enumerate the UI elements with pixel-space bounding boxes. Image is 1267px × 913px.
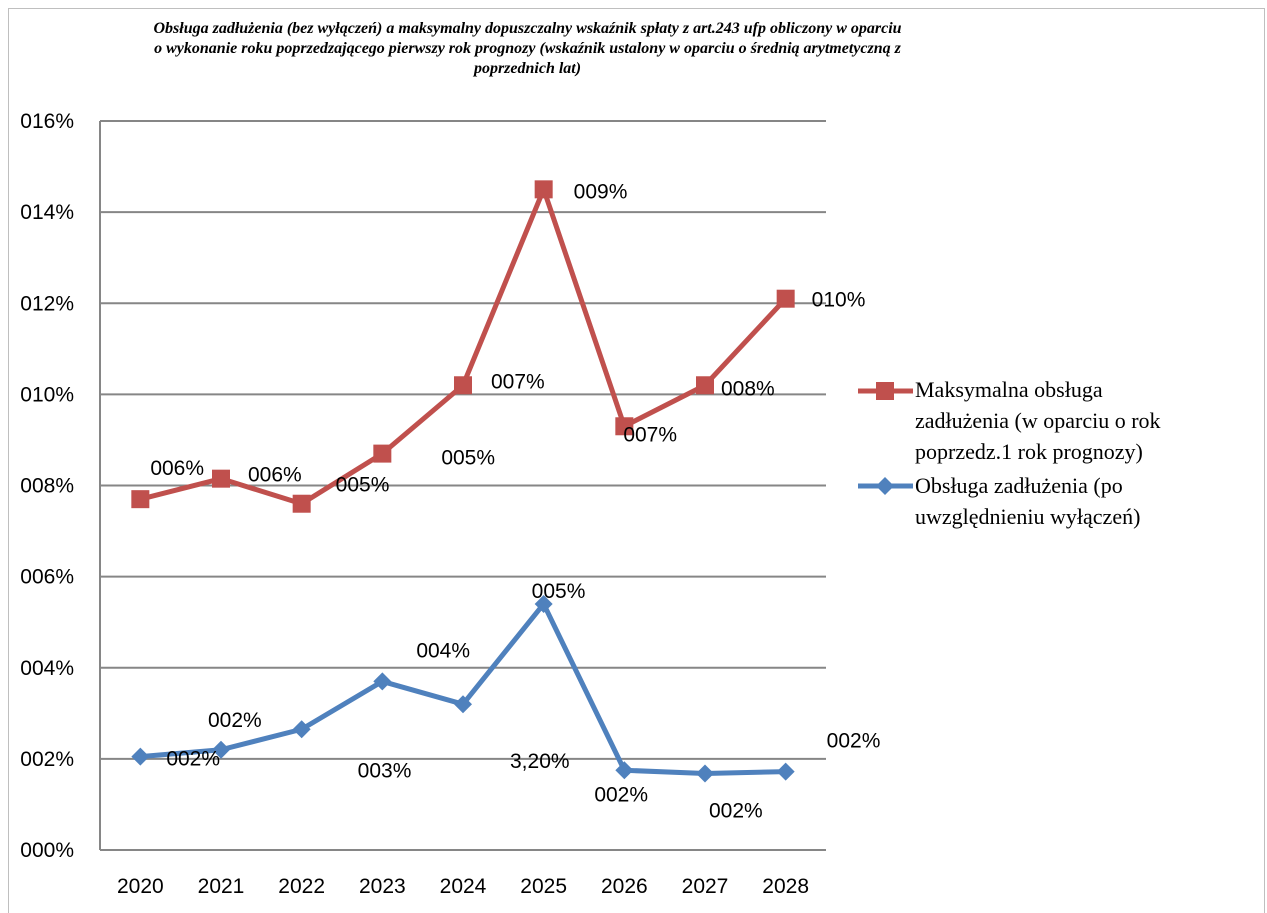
x-tick-label: 2025 <box>520 875 567 898</box>
data-point <box>615 761 634 780</box>
legend-line: poprzedz.1 rok prognozy) <box>915 439 1143 464</box>
data-label: 002% <box>594 783 648 806</box>
data-label: 002% <box>166 748 220 771</box>
data-point <box>776 762 795 781</box>
x-tick-label: 2027 <box>682 875 729 898</box>
y-tick-label: 010% <box>20 383 74 406</box>
data-label: 002% <box>827 730 881 753</box>
data-point <box>696 376 714 395</box>
data-point <box>696 764 714 783</box>
legend-marker <box>876 477 894 495</box>
y-tick-label: 006% <box>20 566 74 589</box>
legend-marker <box>876 382 894 400</box>
data-label: 005% <box>441 447 495 470</box>
chart-frame <box>8 8 1265 913</box>
data-point <box>292 720 311 739</box>
data-point <box>373 672 392 691</box>
data-label: 007% <box>491 370 545 393</box>
x-tick-label: 2023 <box>359 875 406 898</box>
y-tick-label: 014% <box>20 201 74 224</box>
chart-title-line-2: o wykonanie roku poprzedzającego pierwsz… <box>154 40 901 57</box>
data-label: 010% <box>812 289 866 312</box>
legend-entry-max-debt-service: Maksymalna obsługa zadłużenia (w oparciu… <box>915 374 1161 467</box>
x-tick-label: 2022 <box>278 875 325 898</box>
series-line <box>140 601 786 776</box>
data-label: 003% <box>358 759 412 782</box>
data-point <box>292 494 311 513</box>
chart-title-line-3: poprzednich lat) <box>473 60 582 77</box>
legend-line: Maksymalna obsługa <box>915 377 1103 402</box>
data-label: 005% <box>532 580 586 603</box>
chart-title-line-1: Obsługa zadłużenia (bez wyłączeń) a maks… <box>153 20 902 37</box>
data-label: 002% <box>208 709 262 732</box>
y-tick-label: 008% <box>20 475 74 498</box>
x-tick-label: 2026 <box>601 875 648 898</box>
legend-entry-debt-service: Obsługa zadłużenia (po uwzględnieniu wył… <box>915 470 1140 532</box>
x-tick-label: 2028 <box>762 875 809 898</box>
y-tick-label: 002% <box>20 748 74 771</box>
data-label: 002% <box>709 799 763 822</box>
data-point <box>212 740 230 759</box>
data-label: 007% <box>623 423 677 446</box>
legend-line: zadłużenia (w oparciu o rok <box>915 408 1161 433</box>
data-label: 006% <box>150 457 204 480</box>
data-point <box>454 695 472 714</box>
y-tick-label: 016% <box>20 110 74 133</box>
data-point <box>534 180 553 199</box>
x-tick-label: 2020 <box>117 875 164 898</box>
data-label: 3,20% <box>510 750 570 773</box>
data-label: 006% <box>248 464 302 487</box>
data-point <box>534 594 553 613</box>
y-tick-label: 000% <box>20 839 74 862</box>
data-point <box>131 490 150 509</box>
y-tick-label: 012% <box>20 292 74 315</box>
data-point <box>373 444 392 463</box>
data-point <box>131 747 150 766</box>
data-label: 004% <box>416 639 470 662</box>
x-tick-label: 2024 <box>440 875 487 898</box>
data-label: 009% <box>574 180 628 203</box>
x-tick-label: 2021 <box>198 875 245 898</box>
data-point <box>212 469 230 488</box>
legend-line: uwzględnieniu wyłączeń) <box>915 504 1141 529</box>
data-label: 008% <box>721 377 775 400</box>
legend-line: Obsługa zadłużenia (po <box>915 473 1123 498</box>
data-point <box>776 289 795 308</box>
y-tick-label: 004% <box>20 657 74 680</box>
data-point <box>454 376 472 395</box>
data-label: 005% <box>336 474 390 497</box>
data-point <box>615 417 634 436</box>
